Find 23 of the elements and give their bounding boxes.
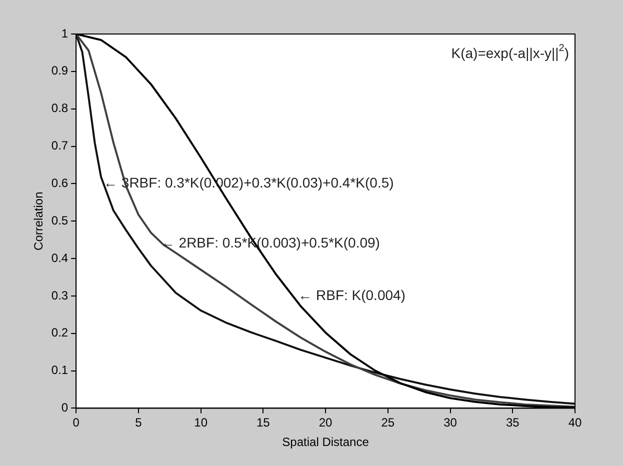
x-tick-label: 25: [381, 416, 395, 430]
y-tick-label: 0.2: [51, 326, 68, 340]
y-tick-label: 0.8: [51, 101, 68, 116]
x-tick-label: 40: [568, 416, 582, 430]
x-tick-label: 20: [318, 416, 333, 430]
y-tick-label: 0: [61, 400, 68, 415]
annotation: ← RBF: K(0.004): [298, 286, 406, 303]
y-tick-label: 0.5: [51, 213, 68, 228]
x-tick-label: 15: [256, 416, 270, 430]
y-tick-label: 0.1: [51, 363, 68, 378]
x-tick-label: 35: [506, 416, 520, 430]
y-tick-label: 0.4: [51, 250, 68, 265]
x-axis-title: Spatial Distance: [282, 435, 370, 450]
y-tick-label: 0.7: [51, 138, 68, 153]
y-tick-label: 0.3: [51, 288, 68, 302]
y-tick-label: 1: [61, 26, 68, 40]
y-tick-label: 0.9: [51, 64, 68, 78]
y-tick-label: 0.6: [51, 176, 68, 190]
x-tick-label: 0: [72, 416, 80, 430]
x-tick-label: 5: [135, 416, 142, 430]
x-tick-label: 10: [194, 416, 208, 430]
x-tick-label: 30: [444, 416, 458, 430]
y-axis-title: Correlation: [32, 192, 46, 250]
